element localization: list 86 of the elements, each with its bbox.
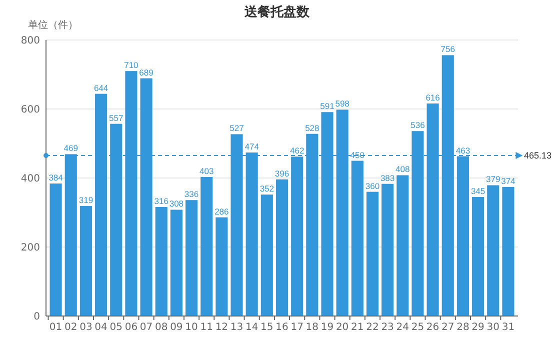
x-tick-label: 22: [366, 322, 379, 333]
data-label: 408: [396, 164, 410, 174]
bar: [200, 176, 213, 316]
bar: [366, 192, 379, 316]
data-label: 616: [426, 92, 440, 102]
bar: [276, 179, 288, 316]
x-tick-label: 25: [411, 322, 424, 333]
data-label: 345: [470, 186, 486, 196]
x-tick-label: 11: [200, 322, 213, 333]
data-label: 383: [380, 172, 395, 183]
x-tick-label: 03: [80, 322, 92, 333]
x-tick-label: 04: [94, 322, 108, 333]
bar: [487, 185, 500, 316]
x-tick-label: 02: [64, 322, 78, 333]
data-label: 379: [486, 174, 500, 184]
x-tick-label: 31: [502, 322, 515, 333]
data-label: 450: [350, 150, 365, 160]
data-label: 527: [230, 123, 244, 134]
bar: [260, 194, 273, 316]
data-label: 308: [169, 198, 184, 209]
data-label: 286: [214, 206, 230, 216]
ref-line-label: 465.13: [524, 150, 552, 161]
bar: [216, 217, 228, 316]
x-tick-label: 18: [306, 322, 319, 333]
x-tick-label: 08: [154, 322, 168, 333]
data-label: 591: [320, 101, 335, 112]
x-tick-label: 30: [486, 322, 500, 333]
x-tick-label: 20: [336, 322, 349, 333]
x-tick-label: 12: [215, 322, 228, 333]
data-label: 319: [78, 194, 94, 205]
data-label: 474: [244, 141, 260, 152]
x-tick-label: 16: [276, 322, 288, 333]
bar: [155, 206, 168, 316]
x-tick-label: 01: [49, 322, 62, 333]
x-tick-label: 24: [396, 322, 410, 333]
data-label: 598: [335, 98, 350, 109]
data-label: 462: [290, 146, 304, 156]
y-axis-title: 单位（件）: [28, 19, 78, 31]
data-label: 756: [440, 44, 456, 54]
data-label: 557: [109, 112, 124, 123]
x-tick-label: 06: [124, 322, 138, 333]
x-tick-label: 13: [230, 322, 244, 333]
x-tick-label: 10: [185, 322, 198, 333]
x-tick-label: 28: [456, 322, 470, 333]
x-tick-label: 07: [140, 322, 153, 333]
data-label: 536: [410, 120, 426, 130]
x-tick-label: 14: [245, 322, 258, 333]
bar: [396, 175, 409, 316]
bar: [502, 186, 514, 316]
y-tick-label: 600: [20, 104, 40, 116]
data-label: 528: [305, 122, 320, 133]
bar: [80, 206, 92, 316]
data-label: 396: [274, 168, 290, 178]
bar: [472, 196, 484, 316]
y-tick-label: 0: [34, 312, 40, 322]
bar: [185, 200, 198, 316]
data-label: 689: [139, 67, 154, 78]
y-tick-label: 200: [20, 242, 40, 254]
data-label: 316: [154, 196, 169, 206]
bar: [351, 160, 364, 316]
y-tick-label: 800: [20, 36, 40, 46]
x-tick-label: 17: [290, 322, 304, 333]
y-tick-label: 400: [20, 174, 40, 184]
x-tick-label: 15: [260, 322, 274, 333]
x-tick-label: 19: [320, 322, 334, 333]
bar: [170, 210, 182, 316]
data-label: 360: [365, 180, 380, 191]
x-tick-label: 05: [110, 322, 122, 333]
data-label: 336: [184, 189, 199, 200]
bar: [50, 184, 62, 316]
x-tick-label: 27: [442, 322, 454, 333]
data-label: 463: [456, 145, 470, 156]
chart-title: 送餐托盘数: [244, 5, 310, 20]
data-label: 374: [501, 176, 516, 186]
data-label: 352: [260, 184, 274, 194]
data-label: 644: [94, 82, 108, 93]
x-tick-label: 29: [472, 322, 484, 333]
x-tick-label: 26: [426, 322, 440, 333]
data-label: 469: [64, 143, 78, 154]
x-tick-label: 23: [381, 322, 394, 333]
x-tick-label: 09: [170, 322, 183, 333]
x-tick-label: 21: [351, 322, 364, 333]
data-label: 384: [48, 172, 64, 183]
data-label: 403: [200, 166, 214, 176]
bar: [382, 184, 394, 316]
data-label: 710: [124, 60, 139, 70]
